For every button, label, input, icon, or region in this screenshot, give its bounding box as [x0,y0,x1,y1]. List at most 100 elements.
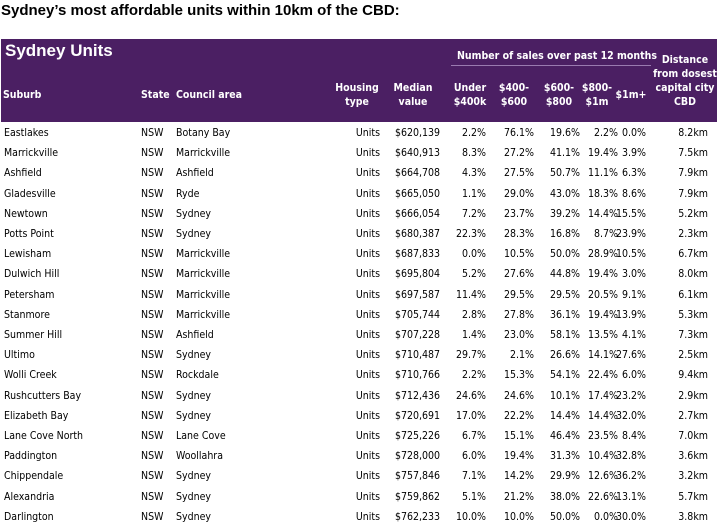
cell-dist: 8.2km [678,127,708,139]
cell-p2: 76.1% [503,127,534,139]
cell-p4: 19.4% [587,147,618,160]
cell-p5: 6.0% [622,369,646,382]
cell-state: NSW [141,147,164,160]
cell-p3: 41.1% [549,147,580,160]
cell-p2: 27.5% [503,167,534,180]
table-row: Elizabeth Bay NSW Sydney Units $720,691 17.0%… [1,406,717,426]
cell-type: Units [355,248,380,261]
cell-dist: 7.0km [678,430,708,442]
cell-state: NSW [141,228,164,240]
cell-suburb: Potts Point [4,228,54,240]
cell-type: Units [355,288,380,301]
col-distance-line1: Distance [661,54,709,66]
cell-council: Marrickville [176,248,231,261]
cell-p3: 58.1% [549,329,580,341]
cell-p4: 28.9% [587,248,618,261]
cell-state: NSW [141,329,164,341]
cell-dist: 5.7km [678,490,708,503]
col-housing-type-line1: Housing [335,82,379,94]
cell-p1: 5.2% [462,268,486,281]
cell-median: $665,050 [394,187,440,200]
page-title: Sydney’s most affordable units within 10… [1,2,400,19]
cell-p1: 29.7% [455,349,486,362]
cell-state: NSW [141,167,164,180]
cell-p3: 31.3% [549,450,580,463]
cell-p3: 10.1% [549,389,580,402]
cell-median: $710,766 [394,369,440,382]
cell-state: NSW [141,308,164,321]
cell-p4: 20.5% [587,288,618,301]
cell-council: Woollahra [176,450,223,463]
cell-p5: 0.0% [622,127,646,139]
col-p3-line1: $600- [543,82,575,94]
col-housing-type-line2: type [345,96,369,108]
cell-dist: 5.2km [678,207,708,220]
cell-p4: 17.4% [587,389,618,402]
cell-type: Units [355,349,380,362]
cell-council: Marrickville [176,288,231,301]
cell-p1: 7.1% [462,470,486,483]
col-distance-line4: CBD [674,96,696,108]
cell-median: $666,054 [394,207,440,220]
cell-dist: 2.7km [678,409,708,422]
cell-p2: 19.4% [503,450,534,463]
cell-p2: 27.8% [503,308,534,321]
col-housing-type: Housing type [331,81,383,109]
cell-p5: 32.8% [615,450,646,463]
cell-p2: 22.2% [503,409,534,422]
table-row: Chippendale NSW Sydney Units $757,846 7.1% 14.… [1,466,717,486]
cell-p2: 23.0% [503,329,534,341]
col-p1-line2: $400k [453,96,487,108]
col-distance-line3: capital city [655,82,715,94]
cell-suburb: Chippendale [4,470,64,483]
cell-type: Units [355,228,380,240]
cell-suburb: Petersham [4,288,55,301]
cell-median: $680,387 [394,228,440,240]
table-row: Paddington NSW Woollahra Units $728,000 6.0% 1… [1,446,717,466]
cell-p4: 23.5% [587,430,618,442]
units-table: Sydney Units Number of sales over past 1… [1,39,717,528]
cell-median: $762,233 [394,510,440,523]
cell-suburb: Marrickville [4,147,59,160]
col-median-line1: Median [393,82,433,94]
cell-council: Marrickville [176,147,231,160]
table-row: Darlington NSW Sydney Units $762,233 10.0% 10.… [1,507,717,527]
cell-type: Units [355,187,380,200]
cell-p5: 32.0% [615,409,646,422]
cell-p4: 22.6% [587,490,618,503]
table-row: Newtown NSW Sydney Units $666,054 7.2% 23.7% 39… [1,204,717,224]
cell-suburb: Rushcutters Bay [4,389,82,402]
cell-p4: 10.4% [587,450,618,463]
cell-type: Units [355,450,380,463]
cell-p3: 38.0% [549,490,580,503]
cell-p1: 6.7% [462,430,486,442]
table-row: Dulwich Hill NSW Marrickville Units $695,804… [1,264,717,284]
cell-state: NSW [141,268,164,281]
cell-p5: 30.0% [615,510,646,523]
cell-p3: 50.7% [549,167,580,180]
cell-p2: 21.2% [503,490,534,503]
col-distance-line2: from dosest [653,68,717,80]
cell-suburb: Paddington [4,450,58,463]
cell-council: Sydney [176,490,211,503]
cell-state: NSW [141,187,164,200]
col-council: Council area [176,89,243,101]
cell-p4: 13.5% [587,329,618,341]
cell-median: $710,487 [394,349,440,362]
cell-council: Marrickville [176,308,231,321]
cell-state: NSW [141,409,164,422]
cell-p4: 22.4% [587,369,618,382]
cell-median: $725,226 [394,430,440,442]
cell-council: Sydney [176,349,211,362]
cell-council: Marrickville [176,268,231,281]
cell-dist: 2.9km [678,389,708,402]
cell-type: Units [355,510,380,523]
cell-council: Sydney [176,228,211,240]
cell-median: $707,228 [394,329,440,341]
cell-state: NSW [141,450,164,463]
cell-p5: 9.1% [622,288,646,301]
cell-p2: 2.1% [510,349,534,362]
table-row: Lane Cove North NSW Lane Cove Units $725,226… [1,426,717,446]
cell-p2: 28.3% [503,228,534,240]
cell-median: $687,833 [394,248,440,261]
